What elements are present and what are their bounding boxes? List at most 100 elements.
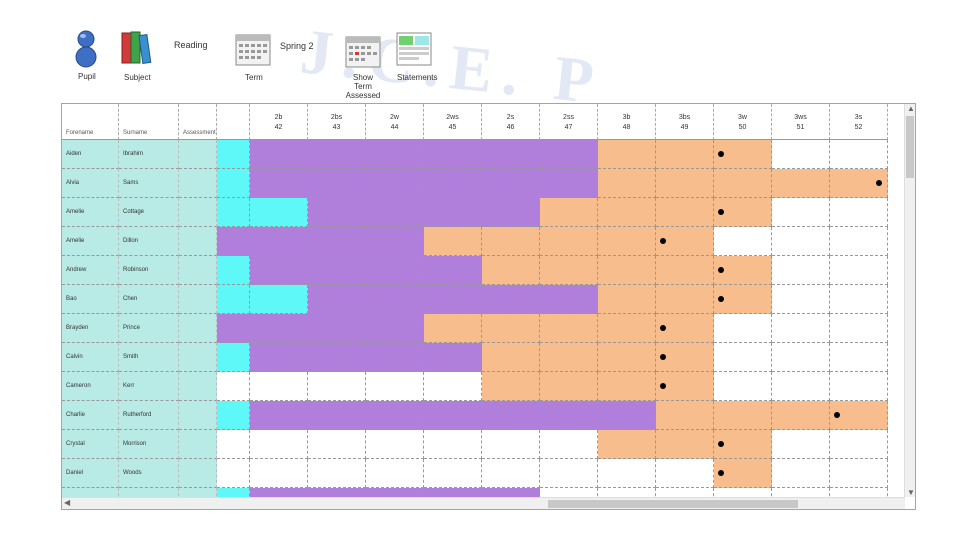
scroll-up-icon[interactable]: ▲ bbox=[907, 104, 915, 113]
level-cell[interactable] bbox=[598, 430, 656, 459]
level-cell[interactable] bbox=[424, 372, 482, 401]
assessment-cell[interactable] bbox=[179, 140, 217, 169]
level-cell[interactable] bbox=[424, 459, 482, 488]
level-cell[interactable] bbox=[308, 140, 366, 169]
level-cell[interactable] bbox=[598, 227, 656, 256]
column-header-3ws[interactable]: 3ws 51 bbox=[772, 104, 830, 140]
level-cell[interactable] bbox=[656, 430, 714, 459]
level-cell[interactable] bbox=[366, 430, 424, 459]
level-cell[interactable] bbox=[424, 343, 482, 372]
level-cell[interactable] bbox=[482, 227, 540, 256]
level-cell[interactable] bbox=[598, 314, 656, 343]
level-cell[interactable] bbox=[482, 430, 540, 459]
surname-cell[interactable]: Kerr bbox=[119, 372, 179, 401]
level-cell[interactable] bbox=[308, 459, 366, 488]
assessment-cell[interactable] bbox=[179, 343, 217, 372]
level-cell[interactable] bbox=[540, 314, 598, 343]
level-cell[interactable] bbox=[250, 401, 308, 430]
level-cell[interactable] bbox=[424, 227, 482, 256]
assessment-cell[interactable] bbox=[179, 430, 217, 459]
level-cell[interactable] bbox=[830, 343, 888, 372]
forename-cell[interactable]: Alvia bbox=[62, 169, 119, 198]
level-cell[interactable] bbox=[308, 314, 366, 343]
marker-cell[interactable] bbox=[217, 343, 250, 372]
scroll-down-icon[interactable]: ▼ bbox=[907, 488, 915, 497]
assessment-cell[interactable] bbox=[179, 256, 217, 285]
level-cell[interactable] bbox=[830, 314, 888, 343]
level-cell[interactable] bbox=[482, 169, 540, 198]
level-cell[interactable] bbox=[250, 256, 308, 285]
level-cell[interactable] bbox=[250, 314, 308, 343]
marker-cell[interactable] bbox=[217, 459, 250, 488]
scroll-left-icon[interactable]: ◀ bbox=[64, 498, 71, 507]
level-cell[interactable] bbox=[772, 285, 830, 314]
assessment-grid[interactable]: Forename Surname Assessment 2b 42 2bs 43 2w 44 2w… bbox=[61, 103, 916, 510]
level-cell[interactable] bbox=[598, 372, 656, 401]
level-cell[interactable] bbox=[598, 343, 656, 372]
assessment-cell[interactable] bbox=[179, 285, 217, 314]
level-cell[interactable] bbox=[366, 256, 424, 285]
surname-cell[interactable]: Morrison bbox=[119, 430, 179, 459]
surname-cell[interactable]: Chen bbox=[119, 285, 179, 314]
level-cell[interactable] bbox=[772, 430, 830, 459]
level-cell[interactable] bbox=[540, 430, 598, 459]
marker-cell[interactable] bbox=[217, 140, 250, 169]
column-header-2b[interactable]: 2b 42 bbox=[250, 104, 308, 140]
level-cell[interactable] bbox=[250, 285, 308, 314]
forename-cell[interactable]: Daniel bbox=[62, 459, 119, 488]
level-cell[interactable] bbox=[366, 314, 424, 343]
level-cell[interactable] bbox=[424, 256, 482, 285]
level-cell[interactable] bbox=[540, 227, 598, 256]
column-header-2bs[interactable]: 2bs 43 bbox=[308, 104, 366, 140]
column-header-3w[interactable]: 3w 50 bbox=[714, 104, 772, 140]
assessment-cell[interactable] bbox=[179, 459, 217, 488]
level-cell[interactable] bbox=[366, 198, 424, 227]
level-cell[interactable] bbox=[250, 227, 308, 256]
level-cell[interactable] bbox=[772, 401, 830, 430]
column-header-2s[interactable]: 2s 46 bbox=[482, 104, 540, 140]
level-cell[interactable] bbox=[540, 198, 598, 227]
marker-cell[interactable] bbox=[217, 430, 250, 459]
level-cell[interactable] bbox=[482, 343, 540, 372]
level-cell[interactable] bbox=[598, 459, 656, 488]
level-cell[interactable] bbox=[250, 169, 308, 198]
marker-cell[interactable] bbox=[217, 198, 250, 227]
horizontal-scroll-thumb[interactable] bbox=[548, 500, 798, 508]
level-cell[interactable] bbox=[598, 140, 656, 169]
level-cell[interactable] bbox=[714, 401, 772, 430]
level-cell[interactable] bbox=[308, 401, 366, 430]
forename-cell[interactable]: Bao bbox=[62, 285, 119, 314]
level-cell[interactable] bbox=[482, 314, 540, 343]
level-cell[interactable] bbox=[598, 169, 656, 198]
level-cell[interactable] bbox=[250, 372, 308, 401]
books-icon[interactable] bbox=[120, 30, 154, 66]
level-cell[interactable] bbox=[656, 285, 714, 314]
level-cell[interactable] bbox=[830, 256, 888, 285]
term-calendar-icon[interactable] bbox=[235, 33, 271, 67]
level-cell[interactable] bbox=[366, 227, 424, 256]
level-cell[interactable] bbox=[250, 140, 308, 169]
column-header-2w[interactable]: 2w 44 bbox=[366, 104, 424, 140]
level-cell[interactable] bbox=[482, 198, 540, 227]
level-cell[interactable] bbox=[482, 285, 540, 314]
level-cell[interactable] bbox=[482, 459, 540, 488]
level-cell[interactable] bbox=[366, 169, 424, 198]
marker-cell[interactable] bbox=[217, 169, 250, 198]
marker-cell[interactable] bbox=[217, 401, 250, 430]
level-cell[interactable] bbox=[308, 169, 366, 198]
level-cell[interactable] bbox=[366, 285, 424, 314]
level-cell[interactable] bbox=[772, 343, 830, 372]
surname-cell[interactable]: Sams bbox=[119, 169, 179, 198]
level-cell[interactable] bbox=[830, 459, 888, 488]
level-cell[interactable] bbox=[308, 227, 366, 256]
column-header-2ws[interactable]: 2ws 45 bbox=[424, 104, 482, 140]
level-cell[interactable] bbox=[540, 343, 598, 372]
level-cell[interactable] bbox=[424, 430, 482, 459]
level-cell[interactable] bbox=[830, 372, 888, 401]
surname-cell[interactable]: Cottage bbox=[119, 198, 179, 227]
level-cell[interactable] bbox=[540, 401, 598, 430]
assessment-cell[interactable] bbox=[179, 169, 217, 198]
column-header-2ss[interactable]: 2ss 47 bbox=[540, 104, 598, 140]
forename-cell[interactable]: Charlie bbox=[62, 401, 119, 430]
level-cell[interactable] bbox=[656, 169, 714, 198]
